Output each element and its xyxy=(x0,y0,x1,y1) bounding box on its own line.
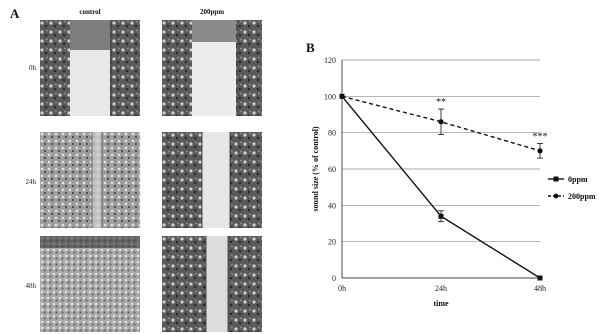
x-tick-label: 0h xyxy=(338,284,346,293)
y-tick-label: 100 xyxy=(324,92,336,101)
micrograph-control-24h xyxy=(40,132,140,228)
line-chart-svg: 0 20 40 60 80 100 120 0h 24h 48h time sound size (%… xyxy=(311,56,596,308)
data-point xyxy=(339,93,345,99)
panel-a-letter: A xyxy=(10,6,20,21)
data-point xyxy=(537,275,543,281)
significance-label: ** xyxy=(436,97,446,108)
x-tick-label: 48h xyxy=(534,284,546,293)
y-axis-title: sound size (% of control) xyxy=(311,126,320,212)
legend-marker xyxy=(553,176,559,182)
micrograph-control-48h xyxy=(40,236,140,332)
data-point xyxy=(438,213,444,219)
y-tick-label: 80 xyxy=(328,129,336,138)
column-header-control: control xyxy=(79,8,101,16)
legend-label-0ppm: 0ppm xyxy=(568,175,588,184)
micrograph-200ppm-48h xyxy=(162,236,262,332)
panel-b-letter: B xyxy=(306,40,315,55)
series-line-200ppm xyxy=(341,95,541,152)
micrograph-200ppm-24h xyxy=(162,132,262,228)
significance-label: *** xyxy=(533,132,548,143)
legend-marker xyxy=(553,193,559,199)
row-label-24h: 24h xyxy=(25,178,37,186)
y-tick-label: 0 xyxy=(332,274,336,283)
y-tick-label: 40 xyxy=(328,201,336,210)
x-tick-label: 24h xyxy=(435,284,447,293)
legend-label-200ppm: 200ppm xyxy=(568,192,596,201)
micrograph-control-0h xyxy=(40,20,140,116)
line-chart: 0 20 40 60 80 100 120 0h 24h 48h time sound size (%… xyxy=(300,34,600,334)
data-point xyxy=(438,119,444,125)
y-tick-label: 120 xyxy=(324,56,336,65)
y-tick-label: 60 xyxy=(328,165,336,174)
row-label-48h: 48h xyxy=(25,282,37,290)
x-axis-title: time xyxy=(433,299,449,308)
column-header-200ppm: 200ppm xyxy=(199,8,225,16)
micrograph-200ppm-0h xyxy=(162,20,262,116)
data-point xyxy=(537,148,543,154)
y-tick-label: 20 xyxy=(328,238,336,247)
row-label-0h: 0h xyxy=(29,64,36,72)
